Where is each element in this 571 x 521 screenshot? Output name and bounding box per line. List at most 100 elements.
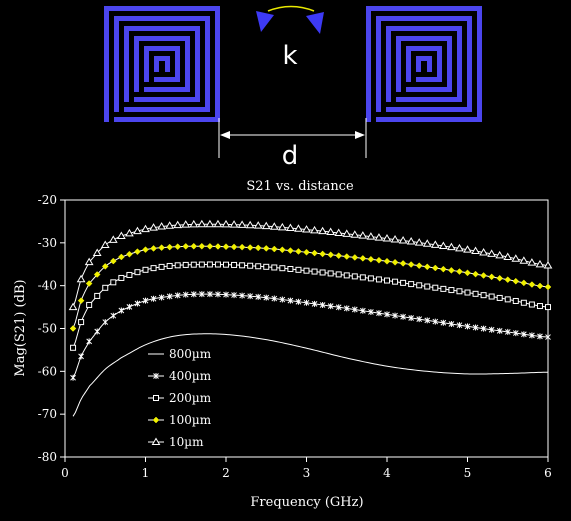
data-point (230, 243, 238, 251)
data-point (108, 235, 118, 243)
data-point (496, 294, 503, 301)
data-point (69, 325, 77, 332)
coil-trace (124, 26, 200, 31)
data-point (247, 293, 254, 300)
data-point (438, 241, 448, 249)
data-point (537, 333, 543, 340)
coil-trace (467, 16, 472, 112)
data-point (198, 261, 205, 268)
data-point (214, 243, 222, 250)
data-point (520, 299, 527, 306)
y-tick-label: -20 (38, 193, 57, 207)
data-point (455, 243, 464, 252)
data-point (102, 319, 109, 326)
data-point (384, 277, 390, 284)
coil-trace (427, 56, 432, 72)
coil-trace (366, 6, 371, 122)
data-point (302, 225, 311, 233)
data-point (78, 319, 85, 326)
data-point (190, 242, 198, 250)
data-point (110, 279, 117, 286)
legend-item: 10µm (148, 435, 204, 449)
data-point (102, 284, 109, 291)
coil-trace (124, 26, 129, 102)
data-point (134, 248, 141, 256)
data-point (254, 244, 262, 252)
right-spiral-coil (366, 6, 482, 122)
coil-trace (386, 26, 391, 102)
data-point (504, 296, 511, 303)
data-point (408, 314, 415, 321)
data-point (480, 292, 487, 299)
coil-trace (447, 36, 452, 92)
data-point (366, 232, 376, 240)
y-tick-label: -50 (38, 322, 57, 336)
coil-trace (215, 6, 220, 122)
data-point (142, 246, 149, 254)
data-point (157, 222, 166, 230)
data-point (527, 258, 537, 266)
coil-trace (154, 77, 180, 82)
data-point (150, 265, 157, 272)
y-tick-label: -80 (38, 450, 57, 464)
data-point (166, 262, 173, 269)
data-point (416, 282, 423, 289)
data-point (70, 344, 77, 351)
coil-trace (154, 56, 170, 61)
data-point (520, 279, 528, 287)
data-point (153, 395, 159, 401)
data-point (464, 269, 471, 277)
data-point (205, 219, 215, 228)
data-point (520, 331, 527, 338)
coil-trace (386, 107, 472, 112)
data-point (488, 293, 495, 300)
data-point (414, 238, 424, 246)
data-point (432, 318, 439, 325)
coil-trace (406, 87, 452, 92)
data-point (206, 261, 213, 268)
data-point (423, 263, 431, 271)
y-axis: -20 -30 -40 -50 -60 -70 -80 (38, 193, 65, 464)
data-point (70, 374, 76, 381)
data-point (382, 234, 392, 242)
data-point (174, 243, 182, 251)
data-point (303, 299, 310, 306)
data-point (456, 322, 463, 329)
data-point (118, 307, 125, 314)
left-coupling-arrow-icon (256, 11, 274, 32)
data-point (327, 251, 335, 259)
data-point (464, 323, 471, 330)
data-point (166, 243, 174, 251)
data-point (319, 269, 326, 276)
coil-trace (386, 26, 462, 31)
data-point (545, 304, 551, 311)
legend-item: 800µm (148, 347, 212, 361)
data-point (153, 373, 159, 379)
data-point (334, 228, 344, 236)
data-point (390, 235, 400, 243)
coil-trace (195, 26, 200, 102)
data-point (392, 312, 398, 319)
data-point (368, 308, 374, 315)
data-point (182, 261, 189, 268)
data-point (197, 219, 207, 228)
data-point (255, 263, 262, 270)
data-point (376, 310, 382, 317)
series-100µm (69, 242, 552, 332)
data-point (261, 221, 271, 230)
data-point (207, 291, 213, 298)
data-point (278, 246, 286, 254)
data-point (287, 265, 294, 272)
data-point (78, 353, 84, 360)
x-axis: 0 1 2 3 4 5 6 (61, 457, 552, 480)
x-tick-label: 0 (61, 466, 69, 480)
data-point (263, 263, 270, 270)
data-point (456, 268, 463, 275)
coil-trace (124, 107, 210, 112)
data-point (310, 225, 319, 234)
data-point (512, 330, 519, 337)
data-series (68, 219, 553, 417)
data-point (472, 324, 479, 331)
data-point (271, 264, 278, 271)
data-point (335, 271, 342, 278)
